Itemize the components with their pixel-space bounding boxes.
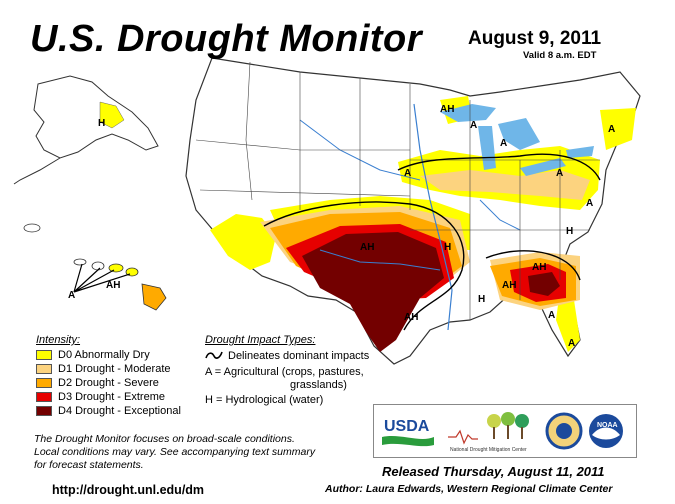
legend-swatch xyxy=(36,350,52,360)
page-title: U.S. Drought Monitor xyxy=(30,18,423,60)
logos-art: USDA National Drought Mitigation Center … xyxy=(382,412,623,453)
valid-time: Valid 8 a.m. EDT xyxy=(523,50,597,61)
note-line: The Drought Monitor focuses on broad-sca… xyxy=(34,433,295,445)
map-label: A xyxy=(404,168,411,179)
legend-item: D0 Abnormally Dry xyxy=(36,349,150,361)
map-label: AH xyxy=(404,312,418,323)
legend-swatch xyxy=(36,378,52,388)
author-credit: Author: Laura Edwards, Western Regional … xyxy=(325,483,613,495)
legend-title: Intensity: xyxy=(36,334,81,346)
usda-logo: USDA xyxy=(382,418,434,447)
map-label: A xyxy=(608,124,615,135)
map-label: A xyxy=(500,138,507,149)
impact-line-label: Delineates dominant impacts xyxy=(228,350,370,362)
disclaimer-note: The Drought Monitor focuses on broad-sca… xyxy=(34,433,344,472)
map-label: AH xyxy=(440,104,454,115)
impact-line-icon xyxy=(205,351,223,359)
ndmc-logo: National Drought Mitigation Center xyxy=(448,412,529,453)
noaa-text: NOAA xyxy=(597,422,618,429)
map-label: AH xyxy=(532,262,546,273)
legend-label: D0 Abnormally Dry xyxy=(58,349,150,361)
map-label: AH xyxy=(360,242,374,253)
map-label: AH xyxy=(502,280,516,291)
map-date: August 9, 2011 xyxy=(468,28,602,49)
note-line: for forecast statements. xyxy=(34,459,144,471)
map-label: A xyxy=(548,310,555,321)
commerce-seal-icon xyxy=(545,412,583,450)
impact-agricultural-cont: grasslands) xyxy=(290,379,347,391)
alaska-map xyxy=(13,75,159,233)
usda-text: USDA xyxy=(384,418,430,435)
legend-item: D1 Drought - Moderate xyxy=(36,363,171,375)
legend-item: D2 Drought - Severe xyxy=(36,377,159,389)
legend-label: D3 Drought - Extreme xyxy=(58,391,165,403)
partner-logos: USDA National Drought Mitigation Center … xyxy=(373,404,637,458)
impact-agricultural: A = Agricultural (crops, pastures, xyxy=(205,366,364,378)
hawaii-map xyxy=(73,258,167,311)
legend-item: D3 Drought - Extreme xyxy=(36,391,165,403)
conus-map xyxy=(185,57,641,365)
map-label: H xyxy=(478,294,485,305)
map-label: H xyxy=(444,242,451,253)
impact-hydrological: H = Hydrological (water) xyxy=(205,394,324,406)
website-link[interactable]: http://drought.unl.edu/dm xyxy=(52,483,205,497)
map-label: A xyxy=(568,338,575,349)
map-label: AH xyxy=(106,280,120,291)
legend-item: D4 Drought - Exceptional xyxy=(36,405,181,417)
map-label: H xyxy=(566,226,573,237)
legend-swatch xyxy=(36,406,52,416)
map-label: A xyxy=(556,168,563,179)
legend-label: D1 Drought - Moderate xyxy=(58,363,171,375)
release-date: Released Thursday, August 11, 2011 xyxy=(382,464,605,479)
legend-label: D2 Drought - Severe xyxy=(58,377,159,389)
impact-title: Drought Impact Types: xyxy=(205,334,316,346)
map-label: H xyxy=(98,118,105,129)
legend-swatch xyxy=(36,364,52,374)
legend-swatch xyxy=(36,392,52,402)
note-line: Local conditions may vary. See accompany… xyxy=(34,446,316,458)
map-label: A xyxy=(68,290,75,301)
legend-label: D4 Drought - Exceptional xyxy=(58,405,181,417)
map-label: A xyxy=(586,198,593,209)
noaa-logo: NOAA xyxy=(589,414,623,448)
map-label: A xyxy=(470,120,477,131)
ndmc-text: National Drought Mitigation Center xyxy=(450,447,527,453)
